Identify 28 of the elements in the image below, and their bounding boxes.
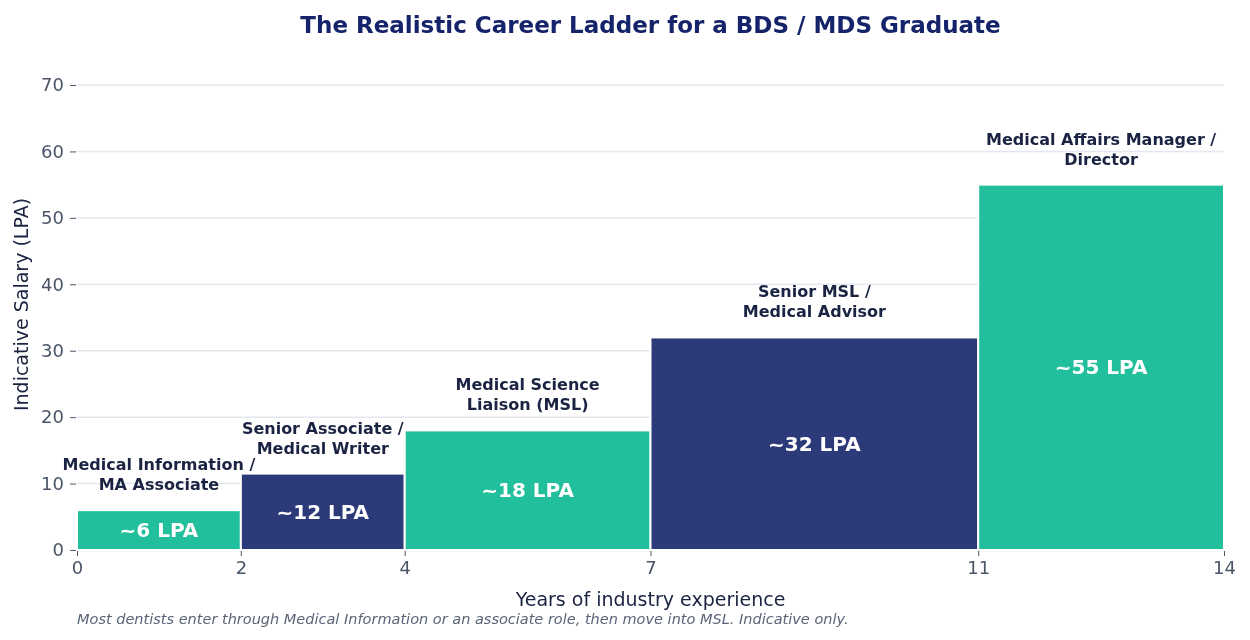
x-tick-label: 2 (235, 556, 248, 578)
y-tick-label: 70 (41, 74, 64, 96)
y-tick-label: 50 (41, 207, 64, 229)
y-axis-title: Indicative Salary (LPA) (10, 197, 32, 412)
data-label: ~55 LPA (1054, 355, 1148, 380)
y-tick-label: 10 (41, 472, 64, 494)
data-label: ~6 LPA (119, 518, 199, 543)
y-tick-label: 20 (41, 406, 64, 428)
x-axis-title: Years of industry experience (514, 588, 786, 610)
annotation: Medical Information / MA Associate (62, 455, 256, 495)
annotation: Senior Associate / Medical Writer (241, 418, 404, 458)
x-tick-label: 11 (967, 556, 991, 578)
x-tick-label: 7 (645, 556, 657, 578)
x-tick-label: 4 (399, 556, 411, 578)
text: Most dentists enter through Medical Information or an associate role, then move into MSL. Indicative only. (77, 611, 849, 627)
data-label: ~12 LPA (276, 499, 370, 524)
y-tick-label: 60 (41, 140, 64, 162)
data-label: ~18 LPA (481, 478, 575, 503)
y-tick-label: 40 (41, 273, 64, 295)
y-tick-label: 30 (41, 339, 64, 361)
annotation: Medical Affairs Manager / Director (986, 129, 1217, 169)
x-tick-label: 0 (71, 556, 84, 578)
x-tick-label: 14 (1213, 556, 1236, 578)
annotation: Senior MSL / Medical Advisor (742, 282, 887, 322)
annotation: Medical Science Liaison (MSL) (455, 375, 600, 415)
data-label: ~32 LPA (768, 431, 862, 456)
y-tick-label: 0 (52, 539, 64, 561)
chart-title: The Realistic Career Ladder for a BDS / MDS Graduate (300, 12, 1001, 38)
